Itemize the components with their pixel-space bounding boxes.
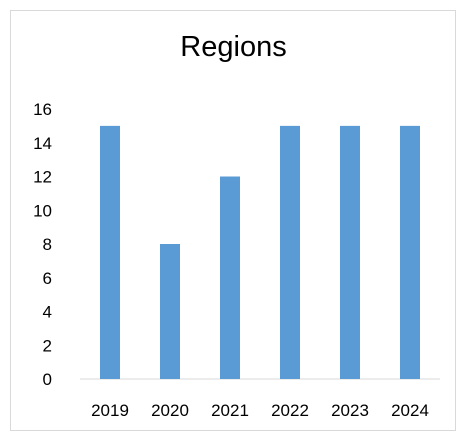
y-tick-label: 2	[43, 336, 52, 355]
y-tick-label: 14	[33, 134, 52, 153]
chart-title: Regions	[180, 31, 287, 63]
bar-2022	[280, 125, 300, 379]
x-tick-label: 2024	[391, 401, 429, 420]
x-tick-label: 2022	[271, 401, 309, 420]
x-tick-label: 2020	[151, 401, 189, 420]
bar-2020	[160, 244, 180, 379]
bar-2019	[100, 125, 120, 379]
x-tick-label: 2023	[331, 401, 369, 420]
bar-2024	[400, 125, 420, 379]
bars	[100, 125, 420, 379]
y-tick-label: 16	[33, 100, 52, 119]
bar-2023	[340, 125, 360, 379]
y-tick-label: 4	[43, 303, 52, 322]
y-tick-label: 12	[33, 168, 52, 187]
y-tick-label: 0	[43, 370, 52, 389]
x-tick-label: 2019	[91, 401, 129, 420]
y-tick-label: 8	[43, 235, 52, 254]
bar-2021	[220, 176, 240, 379]
y-axis-ticks: 0 2 4 6 8 10 12 14 16	[33, 100, 52, 389]
x-axis-ticks: 2019 2020 2021 2022 2023 2024	[91, 401, 429, 420]
x-tick-label: 2021	[211, 401, 249, 420]
y-tick-label: 10	[33, 201, 52, 220]
y-tick-label: 6	[43, 269, 52, 288]
